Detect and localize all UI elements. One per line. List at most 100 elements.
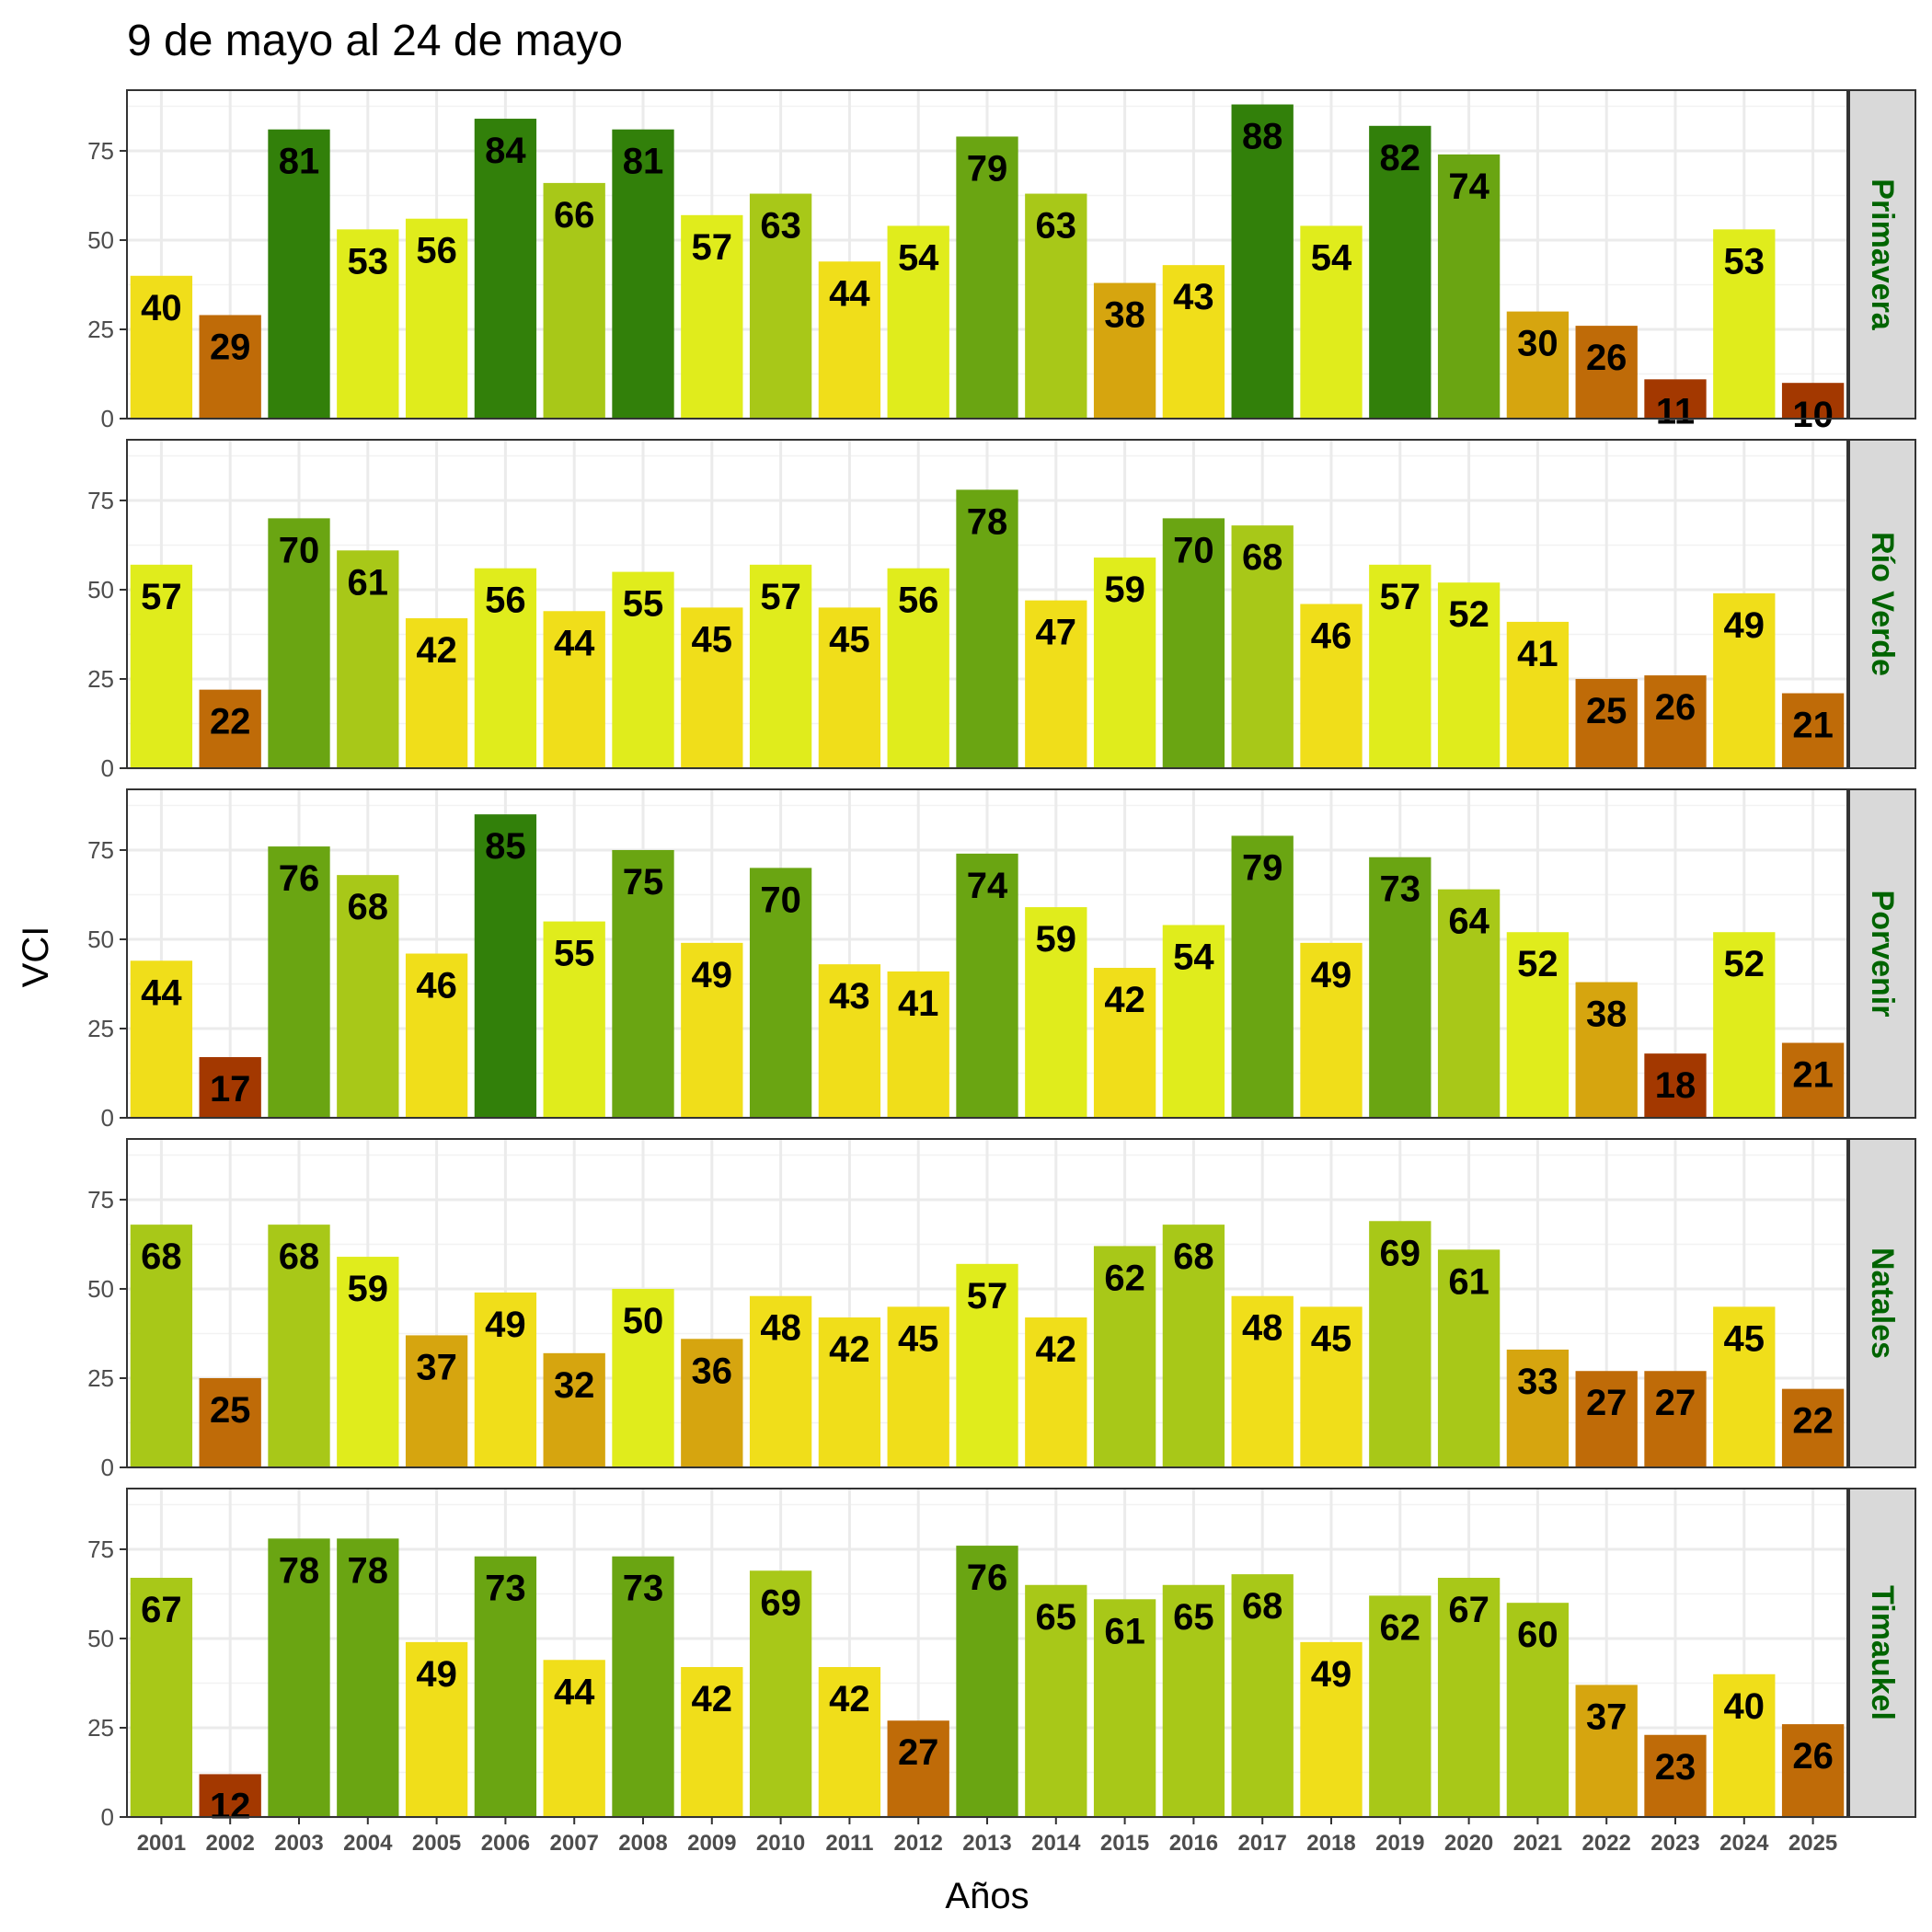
- bar-value-label: 75: [623, 862, 664, 903]
- bar: [1575, 1371, 1638, 1467]
- y-tick-label: 75: [87, 1186, 114, 1213]
- y-tick-label: 0: [101, 405, 114, 432]
- facet-strip-label: Primavera: [1865, 178, 1900, 331]
- bar: [130, 960, 193, 1118]
- bar-value-label: 54: [1311, 237, 1352, 278]
- bar: [337, 229, 399, 419]
- bar: [1369, 564, 1432, 768]
- bar-value-label: 30: [1517, 324, 1558, 364]
- bar-value-label: 61: [1448, 1261, 1489, 1302]
- bar-value-label: 45: [829, 619, 870, 660]
- bar: [681, 214, 743, 419]
- y-tick-label: 75: [87, 1535, 114, 1563]
- bar: [1506, 1603, 1570, 1817]
- bar-value-label: 56: [416, 231, 457, 271]
- bar-value-label: 48: [1242, 1308, 1283, 1349]
- bar: [1644, 1371, 1707, 1467]
- bar: [1025, 1584, 1087, 1817]
- x-tick-label: 2018: [1306, 1831, 1355, 1856]
- bar-value-label: 26: [1586, 338, 1627, 378]
- bar: [268, 518, 330, 768]
- bar: [1093, 1599, 1156, 1817]
- panel-border: [126, 439, 1848, 769]
- bar: [474, 119, 537, 420]
- y-tick-label: 50: [87, 576, 114, 604]
- bar: [474, 568, 537, 768]
- bar: [268, 129, 330, 419]
- bar: [405, 1335, 468, 1467]
- bar: [1231, 104, 1294, 420]
- bar: [749, 193, 812, 419]
- y-tick-label: 25: [87, 1364, 114, 1392]
- bar-value-label: 10: [1792, 395, 1834, 435]
- x-axis: 2001 2002 2003 2004 2005 2006 2007 2008 2009 2010…: [137, 1817, 1837, 1856]
- bar-value-label: 23: [1655, 1747, 1696, 1788]
- bar-value-label: 57: [141, 577, 182, 617]
- bar: [612, 1288, 674, 1467]
- bar: [612, 1556, 674, 1817]
- bar-value-label: 78: [348, 1550, 389, 1591]
- bar-value-label: 61: [1104, 1611, 1145, 1651]
- bar-value-label: 46: [416, 966, 457, 1006]
- bar-value-label: 79: [967, 148, 1008, 189]
- bar-value-label: 54: [898, 237, 939, 278]
- bar: [1025, 600, 1087, 768]
- x-tick-label: 2009: [687, 1831, 736, 1856]
- bar-value-label: 68: [348, 887, 389, 927]
- bar-value-label: 44: [554, 1672, 595, 1712]
- bar: [1093, 968, 1156, 1118]
- bar-value-label: 65: [1173, 1597, 1214, 1638]
- bar-value-label: 69: [760, 1582, 801, 1623]
- panel-0: 40 29 81 53 56 84 66 81 57 63 44 54 79 63 38 43 88 54 82 74…: [87, 89, 1916, 435]
- bar: [887, 1720, 949, 1817]
- x-tick-label: 2003: [274, 1831, 323, 1856]
- bar-value-label: 27: [898, 1732, 939, 1773]
- bar: [887, 1306, 949, 1467]
- bar: [1162, 265, 1225, 419]
- y-tick-label: 0: [101, 1803, 114, 1831]
- bar: [956, 136, 1018, 419]
- bar-value-label: 54: [1173, 937, 1214, 977]
- y-tick-label: 50: [87, 226, 114, 254]
- bar: [1781, 1388, 1845, 1467]
- bar-value-label: 78: [967, 501, 1008, 542]
- bar: [956, 853, 1018, 1118]
- facet-strip-label: Natales: [1865, 1248, 1900, 1359]
- bar-value-label: 41: [1517, 634, 1558, 674]
- bar: [749, 564, 812, 768]
- bar: [1781, 1724, 1845, 1817]
- panel-2: 44 17 76 68 46 85 55 75 49 70 43 41 74 59 42 54 79 49 73 64…: [87, 788, 1916, 1132]
- bar-value-label: 42: [416, 630, 457, 671]
- y-tick-label: 75: [87, 137, 114, 165]
- bar-value-label: 57: [692, 227, 733, 268]
- bar-value-label: 68: [1242, 537, 1283, 578]
- bar-value-label: 70: [279, 530, 320, 570]
- bar: [543, 1352, 605, 1467]
- bar-value-label: 40: [141, 288, 182, 328]
- bar: [1369, 1221, 1432, 1467]
- bar-value-label: 45: [1724, 1318, 1765, 1359]
- bar: [1575, 326, 1638, 419]
- bar: [1162, 518, 1225, 768]
- bar: [1437, 1249, 1501, 1467]
- bar-value-label: 50: [623, 1301, 664, 1341]
- bar-value-label: 42: [829, 1329, 870, 1370]
- x-tick-label: 2017: [1238, 1831, 1287, 1856]
- bar: [1713, 932, 1776, 1118]
- bar-value-label: 76: [967, 1558, 1008, 1598]
- bar-value-label: 18: [1655, 1065, 1696, 1106]
- bar: [474, 1292, 537, 1467]
- bar: [1162, 1584, 1225, 1817]
- chart-title: 9 de mayo al 24 de mayo: [127, 17, 623, 65]
- bar: [1300, 1641, 1363, 1817]
- bar: [749, 868, 812, 1118]
- bar: [887, 971, 949, 1118]
- bar: [130, 275, 193, 419]
- facet-strip-label: Río Verde: [1865, 532, 1900, 676]
- bar-value-label: 60: [1517, 1615, 1558, 1655]
- x-tick-label: 2015: [1100, 1831, 1149, 1856]
- bar: [612, 849, 674, 1118]
- bar: [1300, 604, 1363, 768]
- bar: [887, 568, 949, 768]
